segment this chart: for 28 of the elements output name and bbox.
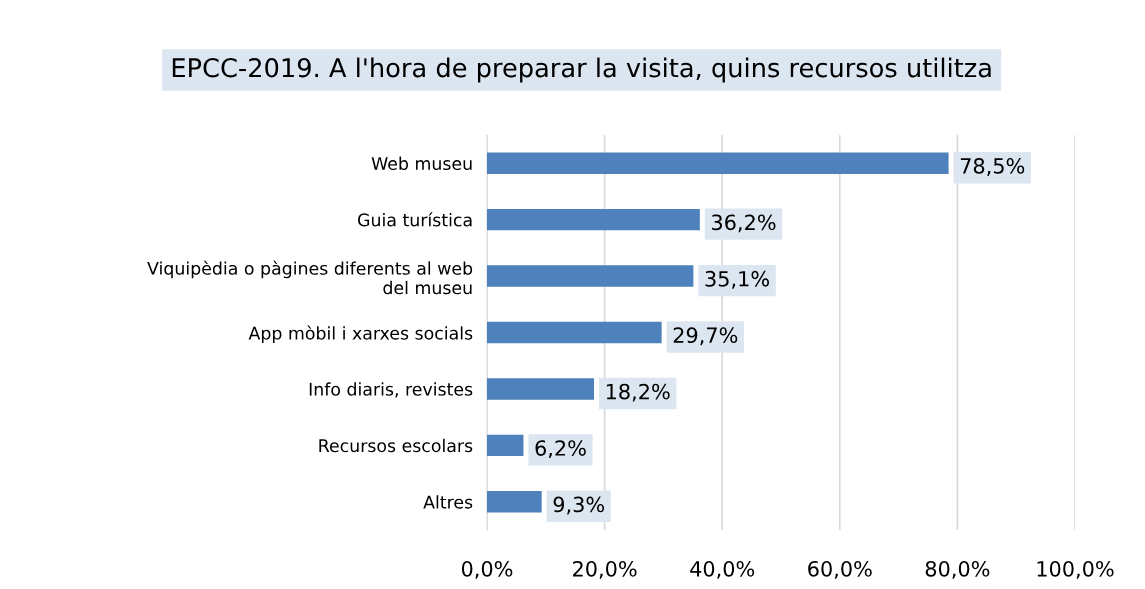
- bar: [487, 434, 524, 457]
- bar: [487, 378, 595, 400]
- y-tick-label: Web museu: [371, 156, 472, 171]
- bar: [487, 265, 694, 287]
- x-tick-label: 0,0%: [461, 560, 513, 579]
- bar: [487, 491, 542, 513]
- chart-title: EPCC-2019. A l'hora de preparar la visita, quins recursos utilitza: [172, 57, 991, 83]
- y-tick-label: App mòbil i xarxes socials: [248, 325, 473, 344]
- data-label: 6,2%: [535, 440, 586, 459]
- data-label: 29,7%: [673, 327, 738, 346]
- bar: [487, 208, 700, 231]
- data-label: 36,2%: [712, 214, 776, 233]
- y-tick-label: Recursos escolars: [319, 438, 473, 453]
- y-tick-label: Altres: [423, 495, 473, 509]
- bar: [487, 152, 949, 174]
- x-tick-label: 100,0%: [1037, 560, 1114, 579]
- data-label: 18,2%: [606, 383, 670, 402]
- y-tick-label: Info diaris, revistes: [309, 382, 473, 398]
- y-tick-label: Viquipèdia o pàgines diferents al web del museu: [147, 260, 473, 295]
- y-tick-label: Guia turística: [358, 212, 472, 227]
- data-label: 35,1%: [705, 270, 769, 289]
- x-tick-label: 80,0%: [925, 560, 990, 579]
- bar: [487, 321, 662, 344]
- data-label: 9,3%: [553, 496, 605, 515]
- x-tick-label: 20,0%: [573, 560, 637, 579]
- x-tick-label: 40,0%: [690, 560, 755, 579]
- data-label: 78,5%: [960, 158, 1025, 176]
- x-tick-label: 60,0%: [808, 560, 872, 579]
